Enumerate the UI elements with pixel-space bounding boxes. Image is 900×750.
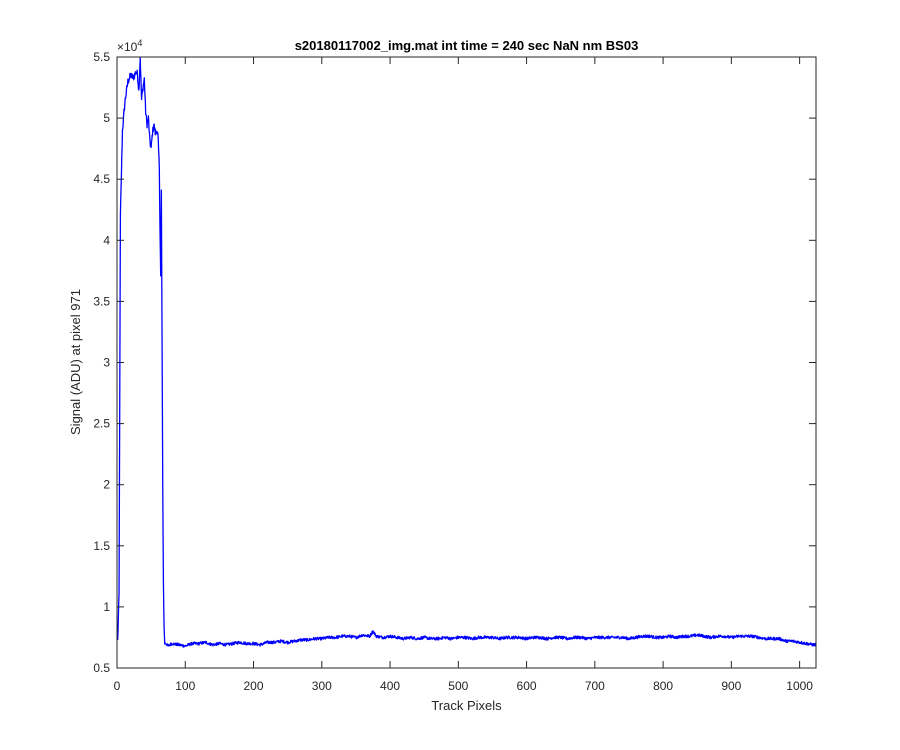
y-tick-label: 5.5 [93,50,110,64]
plot-area [117,57,816,668]
y-exponent-label: ×104 [117,38,142,54]
y-tick-label: 1.5 [93,539,110,553]
y-tick-label: 3.5 [93,294,110,308]
x-tick-label: 900 [721,679,741,693]
y-exponent-base: ×10 [117,40,138,54]
x-tick-label: 300 [312,679,332,693]
series-line [117,56,817,648]
y-tick-label: 1 [103,600,110,614]
y-tick-label: 4 [103,233,110,247]
y-exponent-power: 4 [137,38,142,48]
x-axis-title: Track Pixels [431,698,502,713]
x-tick-label: 0 [114,679,121,693]
series-layer [117,56,817,648]
y-tick-label: 2 [103,478,110,492]
x-tick-label: 800 [653,679,673,693]
y-tick-label: 3 [103,356,110,370]
x-tick-label: 1000 [786,679,813,693]
x-tick-label: 500 [448,679,468,693]
x-tick-label: 100 [175,679,195,693]
x-tick-label: 600 [517,679,537,693]
x-tick-label: 700 [585,679,605,693]
y-tick-label: 0.5 [93,661,110,675]
x-tick-label: 200 [244,679,264,693]
chart-title: s20180117002_img.mat int time = 240 sec … [295,38,639,53]
x-tick-label: 400 [380,679,400,693]
y-tick-label: 4.5 [93,172,110,186]
y-tick-label: 5 [103,111,110,125]
ticks-layer: 0 100 200 300 400 500 600 700 800 900 1000 0.5 1 1.5 2… [93,50,816,693]
y-axis-title: Signal (ADU) at pixel 971 [68,289,83,435]
y-tick-label: 2.5 [93,417,110,431]
